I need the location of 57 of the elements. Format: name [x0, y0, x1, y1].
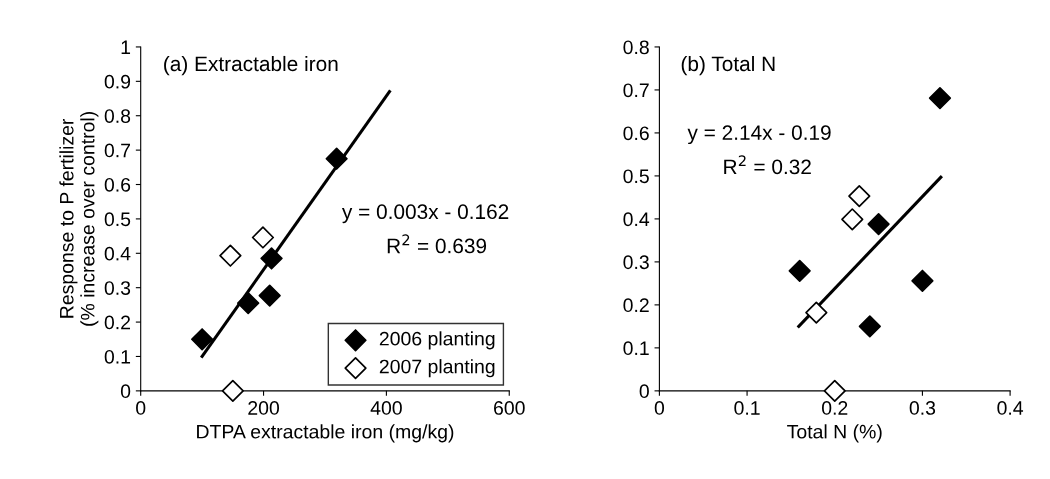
- point: [325, 147, 348, 170]
- point: [867, 212, 890, 236]
- x-tick-label: 0: [136, 401, 146, 415]
- chart-title: (b) Total N: [681, 55, 775, 76]
- y-tick-label: 0.2: [623, 298, 649, 313]
- y-tick-label: 0.7: [623, 83, 649, 98]
- y-tick-label: 1: [121, 40, 131, 54]
- x-axis-title: Total N (%): [787, 424, 882, 443]
- y-tick-label: 0.8: [104, 109, 131, 123]
- legend-label: 2006 planting: [379, 331, 495, 350]
- legend-label: 2007 planting: [379, 359, 495, 378]
- annotation: y = 2.14x - 0.19: [687, 125, 831, 145]
- annotation: R$^{2}$ = 0.639: [387, 234, 487, 254]
- point: [237, 292, 260, 315]
- x-tick-label: 400: [370, 401, 402, 415]
- y-tick-label: 0.2: [104, 315, 130, 330]
- y-tick-label: 0.6: [623, 126, 649, 141]
- point: [848, 184, 871, 208]
- y-tick-label: 0.1: [623, 341, 649, 356]
- y-tick-label: 0.3: [104, 281, 131, 295]
- point: [823, 379, 846, 402]
- x-tick-label: 0.3: [909, 401, 936, 415]
- point: [858, 315, 881, 338]
- y-tick-label: 0.6: [104, 177, 131, 192]
- y-tick-label: 0.9: [104, 74, 131, 89]
- point: [841, 208, 864, 231]
- x-tick-label: 0: [654, 401, 665, 415]
- x-axis-title: DTPA extractable iron (mg/kg): [197, 424, 454, 443]
- x-tick-label: 0.1: [734, 401, 760, 415]
- point: [805, 301, 828, 324]
- y-tick-label: 0.5: [104, 212, 131, 227]
- chart-title: (a) Extractable iron: [164, 55, 338, 76]
- point: [788, 259, 811, 283]
- point: [911, 269, 934, 292]
- y-tick-label: 0.5: [623, 169, 649, 184]
- y-tick-label: 0: [639, 384, 649, 399]
- y-tick-label: 0.1: [104, 349, 131, 364]
- x-tick-label: 600: [494, 401, 525, 415]
- point: [190, 328, 214, 351]
- x-tick-label: 0.2: [822, 401, 848, 415]
- point: [251, 226, 275, 249]
- point: [219, 244, 242, 267]
- y-tick-label: 0.8: [623, 40, 649, 55]
- x-tick-label: 200: [248, 401, 280, 415]
- point: [928, 86, 952, 110]
- y-axis-title: Response to P fertilizer (% increase over control): [59, 112, 99, 326]
- y-tick-label: 0: [120, 384, 131, 399]
- point: [258, 284, 281, 307]
- annotation: R$^{2}$ = 0.32: [724, 155, 811, 175]
- x-tick-label: 0.4: [997, 401, 1024, 415]
- point: [221, 379, 244, 402]
- y-tick-label: 0.4: [623, 212, 650, 227]
- annotation: y = 0.003x - 0.162: [341, 204, 509, 224]
- point: [260, 247, 283, 270]
- y-tick-label: 0.7: [104, 143, 130, 158]
- y-tick-label: 0.4: [104, 246, 131, 261]
- y-tick-label: 0.3: [623, 255, 649, 270]
